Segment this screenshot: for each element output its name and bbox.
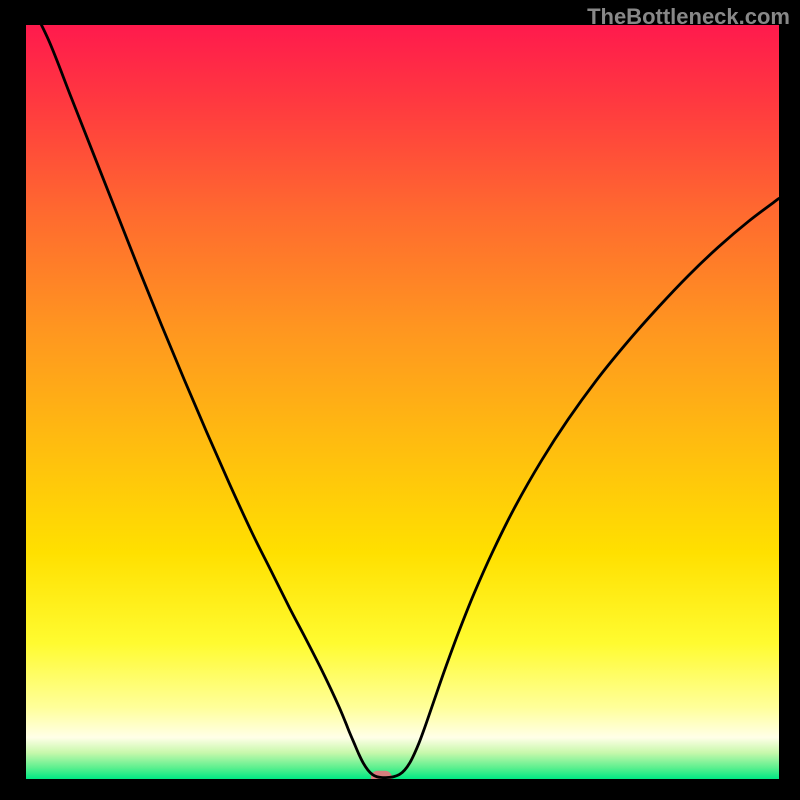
bottleneck-curve-chart	[26, 25, 779, 779]
gradient-background	[26, 25, 779, 779]
chart-frame: TheBottleneck.com	[0, 0, 800, 800]
